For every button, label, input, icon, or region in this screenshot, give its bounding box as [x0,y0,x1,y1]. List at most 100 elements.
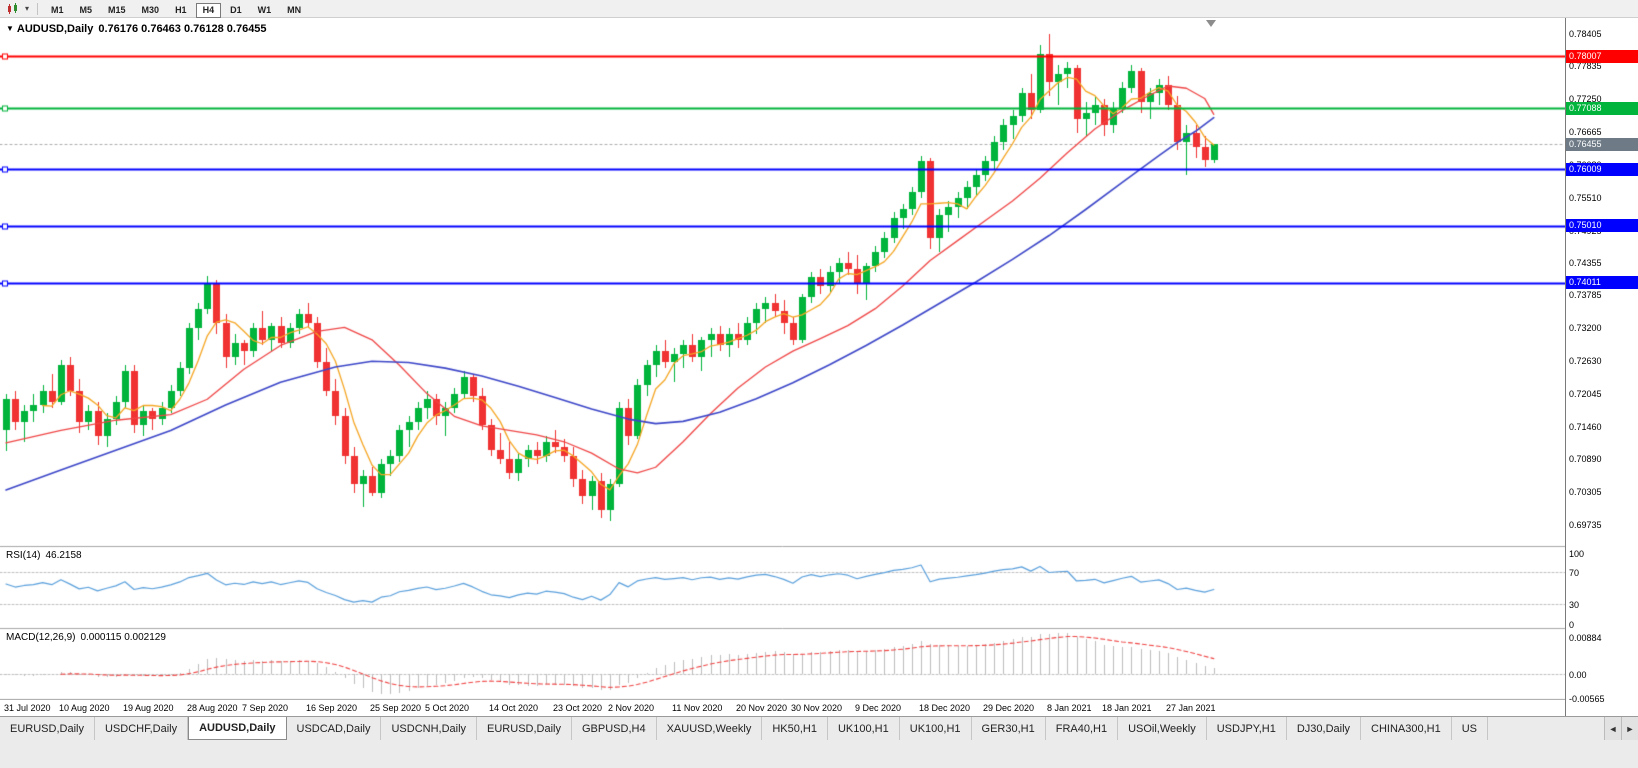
timeframe-button-d1[interactable]: D1 [223,3,249,18]
chart-ohlc-values: 0.76176 0.76463 0.76128 0.76455 [98,23,267,35]
price-axis-label: 0.69735 [1569,520,1602,530]
chart-symbol-period: AUDUSD,Daily [16,23,94,35]
timeframe-button-h4[interactable]: H4 [195,2,222,18]
rsi-axis-label: 0 [1569,620,1575,630]
price-axis-label: 0.73200 [1569,323,1602,333]
price-axis-label: 0.78405 [1569,29,1602,39]
time-axis-label: 10 Aug 2020 [59,703,110,713]
timeframe-buttons: M1 M5 M15 M30 H1 H4 D1 W1 MN [43,0,309,18]
chart-region: ▼ AUDUSD,Daily 0.76176 0.76463 0.76128 0.7… [0,18,1638,716]
price-axis-label: 0.73785 [1569,290,1602,300]
chart-tab[interactable]: US [1451,717,1489,740]
time-axis-label: 7 Sep 2020 [242,703,289,713]
time-axis-label: 18 Dec 2020 [919,703,971,713]
timeframe-button-w1[interactable]: W1 [251,3,279,18]
chart-tabs: EURUSD,Daily USDCHF,Daily AUDUSD,Daily USDC… [0,717,1602,740]
hline-price-badge: 0.75010 [1566,219,1638,232]
time-axis-label: 27 Jan 2021 [1166,703,1216,713]
macd-axis-label: 0.00 [1569,670,1587,680]
time-axis-label: 19 Aug 2020 [123,703,174,713]
timeframe-button-h1[interactable]: H1 [168,3,194,18]
rsi-axis-label: 100 [1569,549,1585,559]
macd-name: MACD(12,26,9) [6,632,76,643]
chart-tab[interactable]: EURUSD,Daily [0,717,95,740]
timeframe-button-m1[interactable]: M1 [44,3,71,18]
chart-tab[interactable]: USDCHF,Daily [94,717,189,740]
time-axis-label: 14 Oct 2020 [489,703,539,713]
time-axis-label: 30 Nov 2020 [791,703,843,713]
time-axis-label: 5 Oct 2020 [425,703,470,713]
chart-tab[interactable]: HK50,H1 [762,717,828,740]
price-axis-label: 0.70305 [1569,487,1602,497]
price-axis-label: 0.72045 [1569,389,1602,399]
tabs-scroll-left-button[interactable]: ◄ [1604,717,1621,740]
timeframe-toolbar: ▾ M1 M5 M15 M30 H1 H4 D1 W1 MN [0,0,1638,18]
chart-tab[interactable]: CHINA300,H1 [1361,717,1452,740]
caret-down-icon[interactable]: ▾ [24,4,29,13]
chart-tab[interactable]: EURUSD,Daily [477,717,572,740]
price-axis-label: 0.76665 [1569,127,1602,137]
timeframe-button-m15[interactable]: M15 [101,3,133,18]
chart-tab[interactable]: USOil,Weekly [1118,717,1207,740]
rsi-name: RSI(14) [6,550,41,561]
time-axis-label: 20 Nov 2020 [736,703,788,713]
time-axis-label: 23 Oct 2020 [553,703,603,713]
chart-tab[interactable]: GER30,H1 [971,717,1046,740]
toolbar-separator [37,2,38,15]
hline-price-badge: 0.78007 [1566,50,1638,63]
macd-axis-label: 0.00884 [1569,633,1602,643]
time-axis-label: 25 Sep 2020 [370,703,422,713]
tabs-scroll-right-button[interactable]: ► [1621,717,1638,740]
time-axis-label: 16 Sep 2020 [306,703,358,713]
rsi-axis-label: 30 [1569,600,1580,610]
chart-tab[interactable]: GBPUSD,H4 [572,717,657,740]
price-axis-label: 0.70890 [1569,454,1602,464]
hline-price-badge: 0.76009 [1566,163,1638,176]
timeframe-button-m5[interactable]: M5 [73,3,100,18]
macd-indicator-label: MACD(12,26,9) 0.000115 0.002129 [6,632,171,643]
price-axis-label: 0.77250 [1569,94,1602,104]
current-price-badge: 0.76455 [1566,138,1638,151]
time-axis-label: 9 Dec 2020 [855,703,902,713]
chart-tab-bar: EURUSD,Daily USDCHF,Daily AUDUSD,Daily USDC… [0,716,1638,768]
time-axis-label: 8 Jan 2021 [1047,703,1092,713]
rsi-value: 46.2158 [45,550,82,561]
time-axis-label: 18 Jan 2021 [1102,703,1152,713]
price-chart-canvas[interactable] [0,18,1565,700]
time-axis-label: 29 Dec 2020 [983,703,1035,713]
price-axis-label: 0.75510 [1569,193,1602,203]
macd-axis-label: -0.00565 [1569,694,1605,704]
chart-shift-marker[interactable] [1206,20,1216,27]
macd-values: 0.000115 0.002129 [80,632,166,643]
chart-tab[interactable]: UK100,H1 [827,717,900,740]
chart-title: ▼ AUDUSD,Daily 0.76176 0.76463 0.76128 0.7… [6,23,267,35]
price-axis-label: 0.74355 [1569,258,1602,268]
chart-tab[interactable]: FRA40,H1 [1045,717,1119,740]
chart-tab[interactable]: UK100,H1 [899,717,972,740]
price-axis-label: 0.72630 [1569,356,1602,366]
hline-price-badge: 0.74011 [1566,276,1638,289]
chart-tab[interactable]: USDCAD,Daily [286,717,382,740]
tab-scroll-buttons: ◄ ► [1604,717,1638,740]
chart-tab[interactable]: USDCNH,Daily [381,717,478,740]
hline-price-badge: 0.77088 [1566,102,1638,115]
timeframe-button-mn[interactable]: MN [280,3,308,18]
time-axis: 31 Jul 2020 10 Aug 2020 19 Aug 2020 28 Aug … [0,700,1565,716]
rsi-axis-label: 70 [1569,568,1580,578]
price-axis: 0.784050.778350.772500.766650.760800.755… [1565,18,1638,716]
time-axis-label: 11 Nov 2020 [672,703,723,713]
time-axis-label: 31 Jul 2020 [4,703,51,713]
time-axis-label: 2 Nov 2020 [608,703,655,713]
chart-tab[interactable]: XAUUSD,Weekly [656,717,763,740]
chart-tab[interactable]: AUDUSD,Daily [188,717,287,740]
rsi-indicator-label: RSI(14) 46.2158 [6,550,87,561]
price-axis-label: 0.77835 [1569,61,1602,71]
candlestick-chart-icon[interactable] [4,2,22,16]
chart-tab[interactable]: USDJPY,H1 [1206,717,1287,740]
price-axis-label: 0.71460 [1569,422,1602,432]
chart-tab[interactable]: DJ30,Daily [1286,717,1362,740]
time-axis-label: 28 Aug 2020 [187,703,238,713]
timeframe-button-m30[interactable]: M30 [135,3,167,18]
caret-down-icon: ▼ [6,24,14,33]
